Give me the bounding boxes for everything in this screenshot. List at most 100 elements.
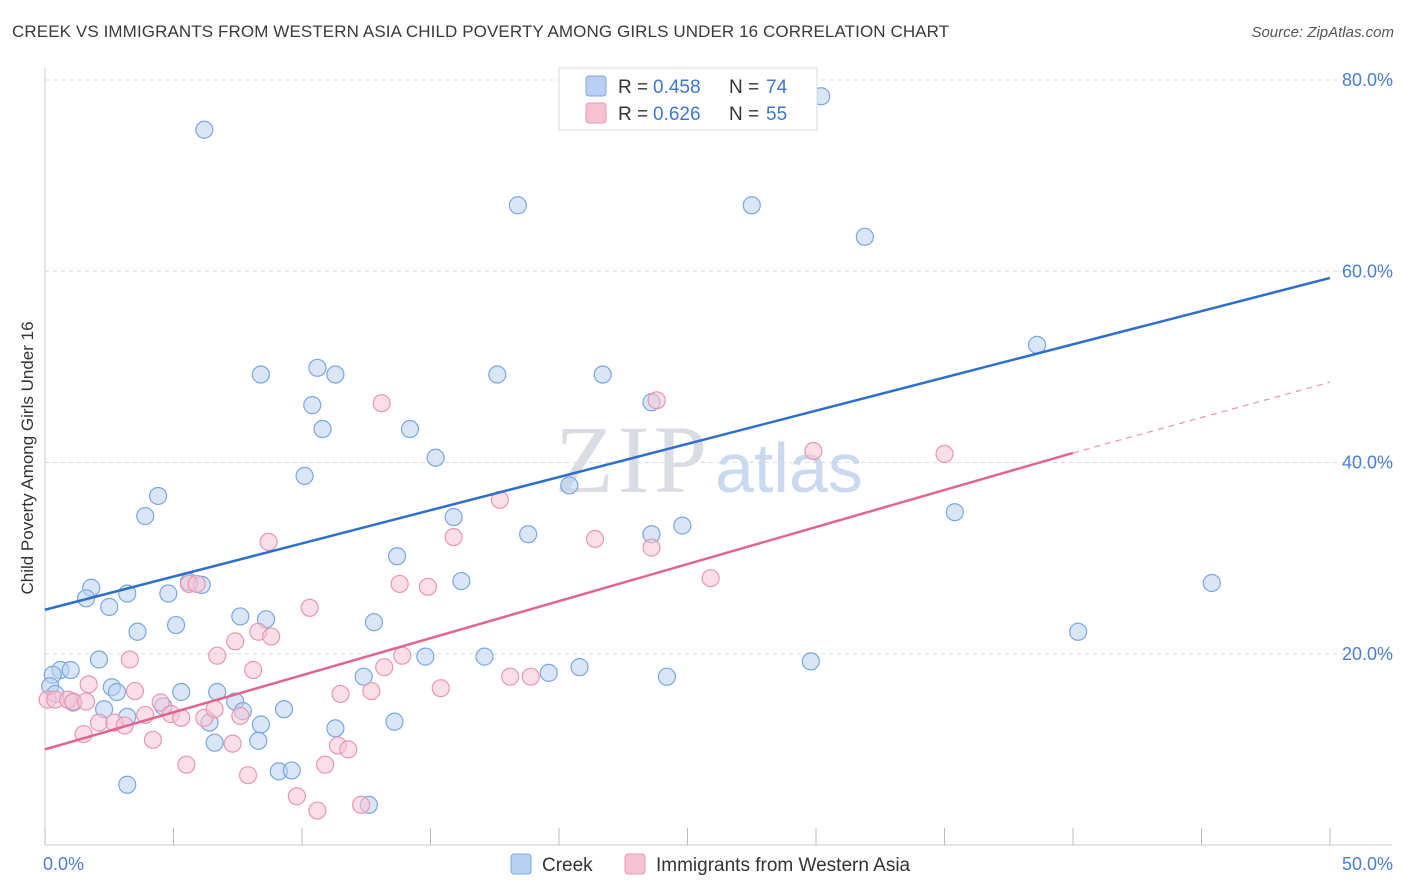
creek-point [205, 733, 224, 752]
immigrants-point [259, 532, 278, 551]
watermark-atlas: atlas [715, 429, 863, 507]
legend-r-value-2: 0.626 [653, 104, 701, 125]
legend-n-value-2: 55 [766, 104, 787, 125]
y-tick-label: 60.0% [1342, 261, 1393, 281]
immigrants-trend-line [44, 451, 1074, 751]
creek-point [657, 667, 677, 686]
immigrants-point [316, 755, 335, 774]
x-tick-label: 0.0% [43, 854, 84, 874]
creek-point [488, 365, 507, 384]
immigrants-point [300, 598, 319, 617]
immigrants-point [804, 441, 823, 461]
immigrants-point [418, 577, 438, 596]
trend-lines [44, 276, 1331, 751]
creek-point [118, 775, 137, 794]
y-axis-label: Child Poverty Among Girls Under 16 [18, 321, 37, 594]
creek-point [295, 466, 314, 485]
legend-n-label-1: N = [729, 77, 759, 98]
immigrants-point [262, 627, 281, 646]
bottom-legend-immigrants: Immigrants from Western Asia [656, 855, 911, 876]
creek-point [61, 660, 80, 680]
legend-n-label-2: N = [729, 104, 759, 125]
creek-point [560, 476, 579, 495]
creek-point [128, 622, 147, 641]
immigrants-point [352, 795, 371, 814]
x-tick-label: 50.0% [1342, 854, 1393, 874]
bottom-legend-swatch-creek [510, 853, 532, 875]
immigrants-point [701, 569, 720, 588]
immigrants-point [308, 801, 327, 820]
immigrants-point [647, 391, 666, 410]
creek-point [400, 419, 420, 439]
immigrants-point [375, 658, 394, 677]
bottom-legend-creek: Creek [542, 855, 593, 876]
creek-point [148, 486, 168, 506]
immigrants-point [231, 706, 250, 726]
immigrants-point [287, 787, 306, 806]
immigrants-point [444, 527, 463, 547]
creek-point [308, 358, 327, 377]
immigrants-point [390, 574, 409, 594]
creek-point [444, 507, 463, 527]
creek-point [326, 719, 345, 738]
immigrants-point [143, 730, 163, 749]
creek-point [1069, 622, 1088, 641]
creek-point [570, 658, 589, 677]
immigrants-point [89, 713, 109, 732]
creek-point [364, 613, 384, 632]
creek-point [251, 715, 270, 734]
creek-point [249, 731, 268, 750]
creek-point [426, 448, 445, 467]
creek-trend-line [44, 276, 1331, 611]
creek-point [452, 571, 471, 591]
immigrants-point [642, 538, 661, 557]
creek-point [1202, 573, 1221, 593]
legend-swatch-immigrants [585, 102, 607, 124]
legend-swatch-creek [585, 75, 607, 97]
creek-point [136, 506, 155, 526]
immigrants-point [372, 394, 391, 413]
creek-point [508, 196, 527, 215]
creek-point [195, 120, 214, 139]
legend-r-value-1: 0.458 [653, 77, 701, 98]
creek-point [159, 584, 178, 603]
legend-r-label-2: R = [618, 104, 648, 125]
immigrants-point [393, 646, 412, 665]
creek-point [855, 227, 874, 246]
immigrants-point [223, 734, 242, 753]
creek-point [172, 682, 191, 702]
watermark-zip: ZIP [555, 406, 711, 513]
creek-point [166, 615, 186, 635]
immigrants-point [585, 529, 605, 549]
axes: 20.0% 40.0% 60.0% 80.0% 0.0% 50.0% [43, 68, 1393, 874]
immigrants-point [125, 681, 145, 701]
creek-point [107, 682, 127, 702]
immigrants-point [226, 632, 245, 651]
creek-point [385, 712, 404, 731]
y-tick-label: 40.0% [1342, 453, 1393, 473]
data-points [38, 87, 1221, 820]
bottom-legend: Creek Immigrants from Western Asia [510, 853, 911, 876]
creek-point [945, 503, 964, 522]
immigrants-point [521, 667, 540, 686]
creek-point [475, 647, 494, 666]
creek-point [387, 547, 407, 566]
immigrants-point [77, 692, 96, 711]
creek-point [539, 663, 558, 682]
immigrants-point [238, 766, 258, 785]
immigrants-point [120, 650, 139, 669]
immigrants-point [331, 684, 350, 704]
creek-point [231, 607, 250, 626]
creek-point [89, 650, 109, 669]
grid [45, 79, 1392, 655]
immigrants-point [151, 693, 170, 712]
immigrants-point [362, 681, 381, 701]
creek-point [313, 419, 332, 439]
creek-point [303, 396, 322, 415]
immigrants-point [431, 679, 450, 698]
immigrants-point [501, 667, 520, 686]
chart-title: CREEK VS IMMIGRANTS FROM WESTERN ASIA CH… [12, 22, 950, 41]
creek-point [742, 196, 761, 215]
creek-point [326, 365, 345, 384]
immigrants-trend-extension [1072, 381, 1331, 454]
